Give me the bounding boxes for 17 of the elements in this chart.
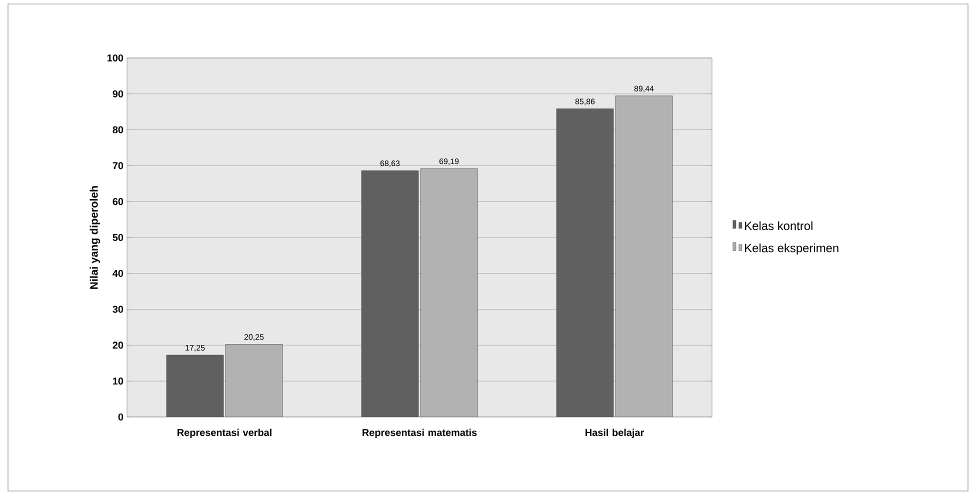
y-tick-label: 80 [112, 126, 124, 134]
y-tick-label: 50 [112, 234, 124, 242]
legend-label: Kelas kontrol [745, 221, 812, 230]
legend-label: Kelas eksperimen [745, 243, 838, 255]
y-axis-title: Nilai yang diperoleh [90, 186, 100, 289]
y-tick-label: 30 [112, 306, 124, 313]
y-tick-label: 100 [107, 54, 124, 62]
y-tick-label: 10 [113, 378, 124, 385]
y-tick-label: 90 [112, 90, 124, 98]
y-tick-label: 0 [118, 413, 124, 421]
y-tick-label: 20 [112, 342, 124, 349]
x-tick-label: Representasi matematis [362, 428, 477, 438]
y-tick-label: 40 [112, 270, 124, 277]
x-tick-label: Representasi verbal [178, 428, 272, 438]
y-tick-label: 70 [112, 162, 124, 170]
y-tick-label: 60 [112, 198, 124, 206]
x-tick-label: Hasil belajar [586, 428, 644, 438]
